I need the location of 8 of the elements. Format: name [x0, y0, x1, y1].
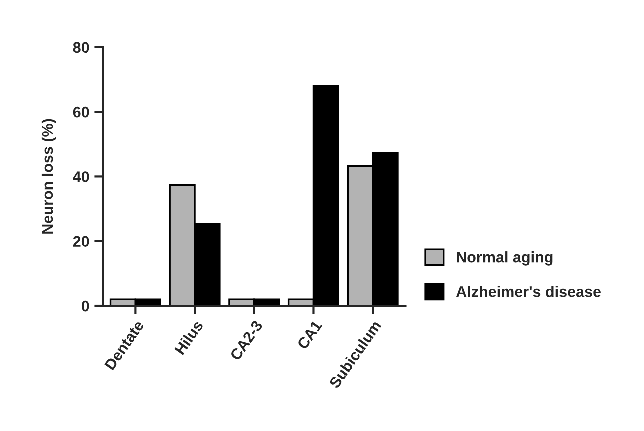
y-tick-label: 80 — [73, 42, 90, 54]
y-tick-label: 20 — [73, 236, 90, 248]
y-tick-label: 60 — [73, 106, 90, 118]
legend-label: Normal aging — [457, 252, 553, 266]
legend-label: Alzheimer's disease — [456, 286, 602, 298]
y-axis-title: Neuron loss (%) — [42, 119, 56, 234]
y-tick-label: 0 — [82, 300, 90, 312]
y-tick-label: 40 — [73, 172, 90, 182]
